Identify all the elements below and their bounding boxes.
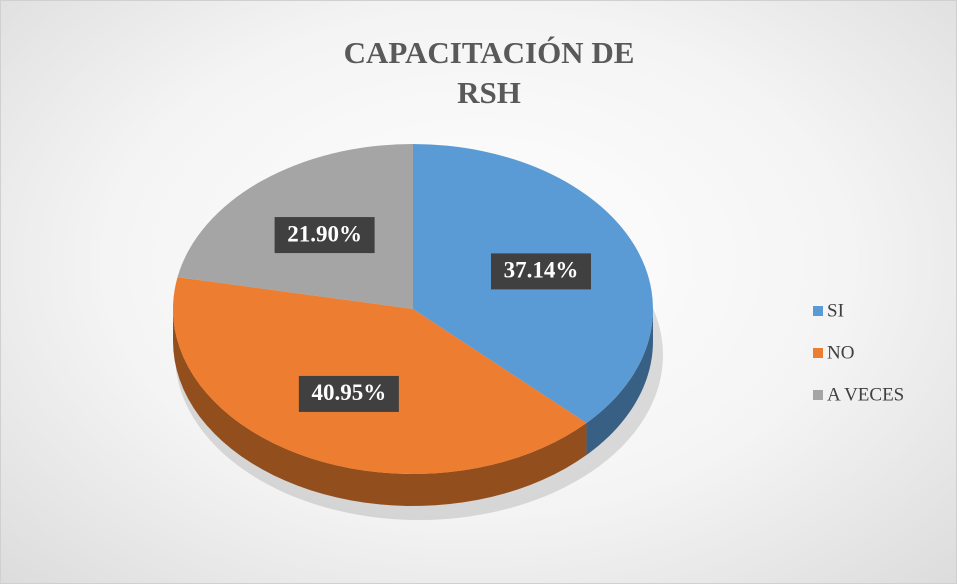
data-label-text: 37.14%: [504, 258, 579, 283]
slice-side: [173, 309, 587, 506]
slice-side: [586, 309, 653, 456]
data-label: 37.14%: [490, 253, 591, 290]
data-label-text: 40.95%: [311, 380, 386, 405]
legend-swatch: [813, 306, 823, 316]
data-label-text: 21.90%: [287, 221, 362, 246]
data-label: 21.90%: [274, 217, 375, 254]
legend-label: NO: [827, 342, 854, 363]
data-label-box: [298, 375, 399, 412]
legend-swatch: [813, 348, 823, 358]
data-label: 40.95%: [298, 375, 399, 412]
chart-title: CAPACITACIÓN DE RSH: [343, 35, 635, 110]
pie-slice: [173, 277, 587, 474]
legend-swatch: [813, 390, 823, 400]
data-label-box: [490, 253, 591, 290]
legend-label: SI: [827, 300, 844, 321]
legend-label: A VECES: [827, 384, 904, 405]
data-label-box: [274, 217, 375, 254]
